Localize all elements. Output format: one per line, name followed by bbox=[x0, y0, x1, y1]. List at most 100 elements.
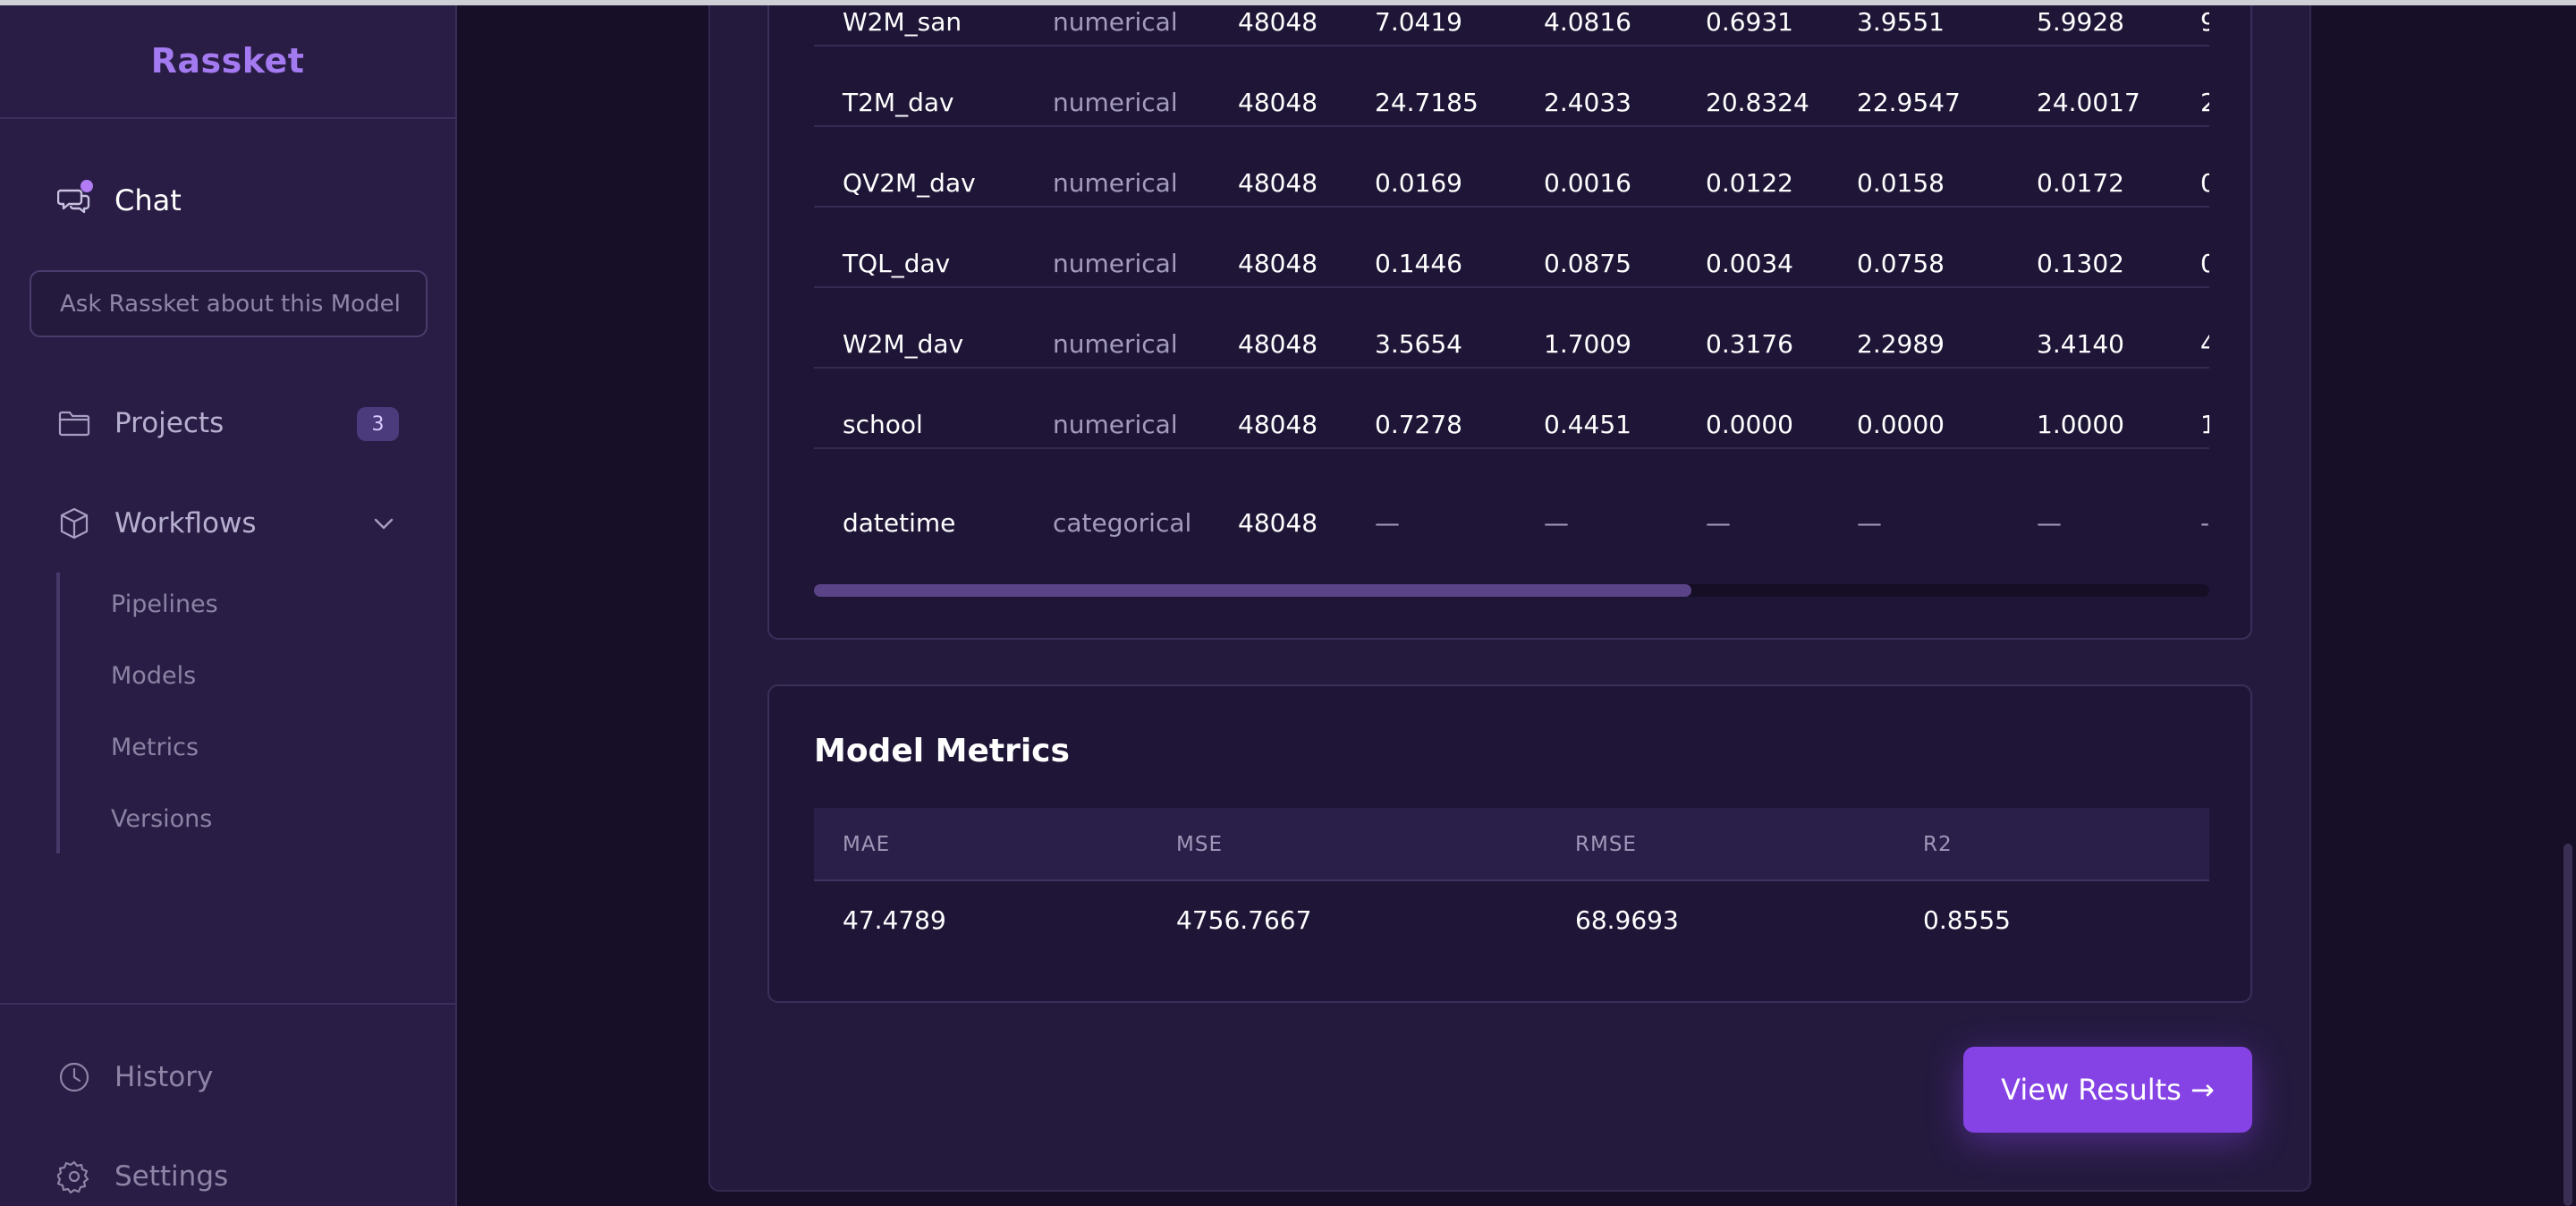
column-header-mse: MSE bbox=[1176, 833, 1223, 856]
table-cell: 0.3176 bbox=[1706, 329, 1793, 359]
column-header-mae: MAE bbox=[843, 833, 891, 856]
notification-dot bbox=[80, 180, 93, 192]
feature-count: 48048 bbox=[1238, 168, 1318, 198]
table-cell: — bbox=[1706, 508, 1731, 538]
feature-count: 48048 bbox=[1238, 508, 1318, 538]
sidebar-item-settings[interactable]: Settings bbox=[57, 1159, 228, 1193]
subnav-item-models[interactable]: Models bbox=[111, 662, 197, 690]
table-cell: 0.0169 bbox=[1375, 168, 1462, 198]
feature-name: W2M_dav bbox=[843, 329, 964, 359]
view-results-button[interactable]: View Results → bbox=[1963, 1047, 2252, 1133]
window-top-edge bbox=[0, 0, 2576, 5]
feature-type: numerical bbox=[1053, 7, 1178, 37]
chat-bubbles-icon bbox=[57, 180, 93, 217]
sidebar-item-projects[interactable]: Projects bbox=[57, 406, 224, 440]
feature-count: 48048 bbox=[1238, 7, 1318, 37]
subnav-item-pipelines[interactable]: Pipelines bbox=[111, 590, 218, 618]
table-cell: 0.0034 bbox=[1706, 249, 1793, 278]
table-cell: 3.5654 bbox=[1375, 329, 1462, 359]
feature-name: W2M_san bbox=[843, 7, 962, 37]
table-cell: — bbox=[1857, 508, 1882, 538]
table-cell: 1.7009 bbox=[1544, 329, 1631, 359]
sidebar-divider bbox=[0, 1003, 455, 1005]
table-row: TQL_dav numerical 48048 0.1446 0.0875 0.… bbox=[814, 208, 2209, 288]
table-cell: — bbox=[1544, 508, 1569, 538]
table-cell: 0.0158 bbox=[1857, 168, 1945, 198]
brand-logo-text[interactable]: Rassket bbox=[150, 40, 305, 81]
gear-icon bbox=[57, 1159, 91, 1193]
table-row: W2M_dav numerical 48048 3.5654 1.7009 0.… bbox=[814, 288, 2209, 369]
clock-icon bbox=[57, 1060, 91, 1094]
sidebar-item-history[interactable]: History bbox=[57, 1060, 213, 1094]
table-row: QV2M_dav numerical 48048 0.0169 0.0016 0… bbox=[814, 127, 2209, 208]
metric-value-mae: 47.4789 bbox=[843, 905, 946, 935]
table-cell: 5.9928 bbox=[2037, 7, 2124, 37]
table-cell: 3.9551 bbox=[1857, 7, 1945, 37]
vertical-scrollbar-thumb[interactable] bbox=[2563, 844, 2572, 1206]
table-cell: 2.4033 bbox=[1544, 88, 1631, 117]
cube-icon bbox=[57, 506, 91, 540]
table-row: datetime categorical 48048 — — — — — - bbox=[814, 449, 2209, 548]
table-cell: 7.0419 bbox=[1375, 7, 1462, 37]
subnav-item-metrics[interactable]: Metrics bbox=[111, 734, 199, 761]
table-cell: 9 bbox=[2200, 7, 2209, 37]
table-row: T2M_dav numerical 48048 24.7185 2.4033 2… bbox=[814, 47, 2209, 127]
sidebar-item-label: Projects bbox=[114, 407, 225, 439]
table-cell: 0.0875 bbox=[1544, 249, 1631, 278]
feature-count: 48048 bbox=[1238, 329, 1318, 359]
sidebar-item-label: Settings bbox=[114, 1160, 229, 1193]
table-cell: 1.0000 bbox=[2037, 410, 2124, 439]
table-cell: 0.0122 bbox=[1706, 168, 1793, 198]
table-cell: 2.2989 bbox=[1857, 329, 1945, 359]
table-cell: 4.0816 bbox=[1544, 7, 1631, 37]
feature-count: 48048 bbox=[1238, 249, 1318, 278]
table-cell: 1 bbox=[2200, 410, 2209, 439]
table-cell: 3.4140 bbox=[2037, 329, 2124, 359]
table-cell: - bbox=[2200, 508, 2209, 538]
feature-name: datetime bbox=[843, 508, 956, 538]
table-cell: 24.7185 bbox=[1375, 88, 1479, 117]
feature-type: numerical bbox=[1053, 329, 1178, 359]
feature-type: numerical bbox=[1053, 88, 1178, 117]
table-cell: 0.6931 bbox=[1706, 7, 1793, 37]
feature-statistics-card: W2M_san numerical 48048 7.0419 4.0816 0.… bbox=[767, 0, 2252, 640]
table-cell: — bbox=[2037, 508, 2062, 538]
feature-statistics-table[interactable]: W2M_san numerical 48048 7.0419 4.0816 0.… bbox=[814, 0, 2209, 592]
feature-name: school bbox=[843, 410, 923, 439]
folder-icon bbox=[57, 406, 91, 440]
table-row: W2M_san numerical 48048 7.0419 4.0816 0.… bbox=[814, 0, 2209, 47]
table-cell: 2 bbox=[2200, 88, 2209, 117]
horizontal-scrollbar-thumb[interactable] bbox=[814, 584, 1691, 597]
table-cell: 0.0172 bbox=[2037, 168, 2124, 198]
feature-name: TQL_dav bbox=[843, 249, 951, 278]
table-cell: 4 bbox=[2200, 329, 2209, 359]
feature-name: T2M_dav bbox=[843, 88, 954, 117]
feature-count: 48048 bbox=[1238, 88, 1318, 117]
feature-count: 48048 bbox=[1238, 410, 1318, 439]
table-cell: 20.8324 bbox=[1706, 88, 1809, 117]
subnav-item-versions[interactable]: Versions bbox=[111, 805, 213, 833]
sidebar-item-chat[interactable]: Chat bbox=[57, 180, 182, 217]
table-cell: 0 bbox=[2200, 168, 2209, 198]
chevron-down-icon[interactable] bbox=[370, 510, 397, 537]
brand-header: Rassket bbox=[0, 0, 455, 119]
table-cell: 0.0000 bbox=[1857, 410, 1945, 439]
feature-type: numerical bbox=[1053, 249, 1178, 278]
table-cell: — bbox=[1375, 508, 1400, 538]
table-cell: 0.0000 bbox=[1706, 410, 1793, 439]
table-cell: 24.0017 bbox=[2037, 88, 2140, 117]
feature-name: QV2M_dav bbox=[843, 168, 976, 198]
table-cell: 0.1446 bbox=[1375, 249, 1462, 278]
table-row: school numerical 48048 0.7278 0.4451 0.0… bbox=[814, 369, 2209, 449]
feature-type: categorical bbox=[1053, 508, 1192, 538]
table-cell: 0.0758 bbox=[1857, 249, 1945, 278]
metric-value-r2: 0.8555 bbox=[1923, 905, 2011, 935]
workflows-subnav-line bbox=[56, 573, 60, 854]
column-header-r2: R2 bbox=[1923, 833, 1953, 856]
table-cell: 0.0016 bbox=[1544, 168, 1631, 198]
ask-rassket-input[interactable] bbox=[30, 270, 428, 337]
column-header-rmse: RMSE bbox=[1575, 833, 1637, 856]
metrics-table-header: MAE MSE RMSE R2 bbox=[814, 808, 2209, 881]
sidebar-item-workflows[interactable]: Workflows bbox=[57, 506, 257, 540]
table-cell: 0.1302 bbox=[2037, 249, 2124, 278]
